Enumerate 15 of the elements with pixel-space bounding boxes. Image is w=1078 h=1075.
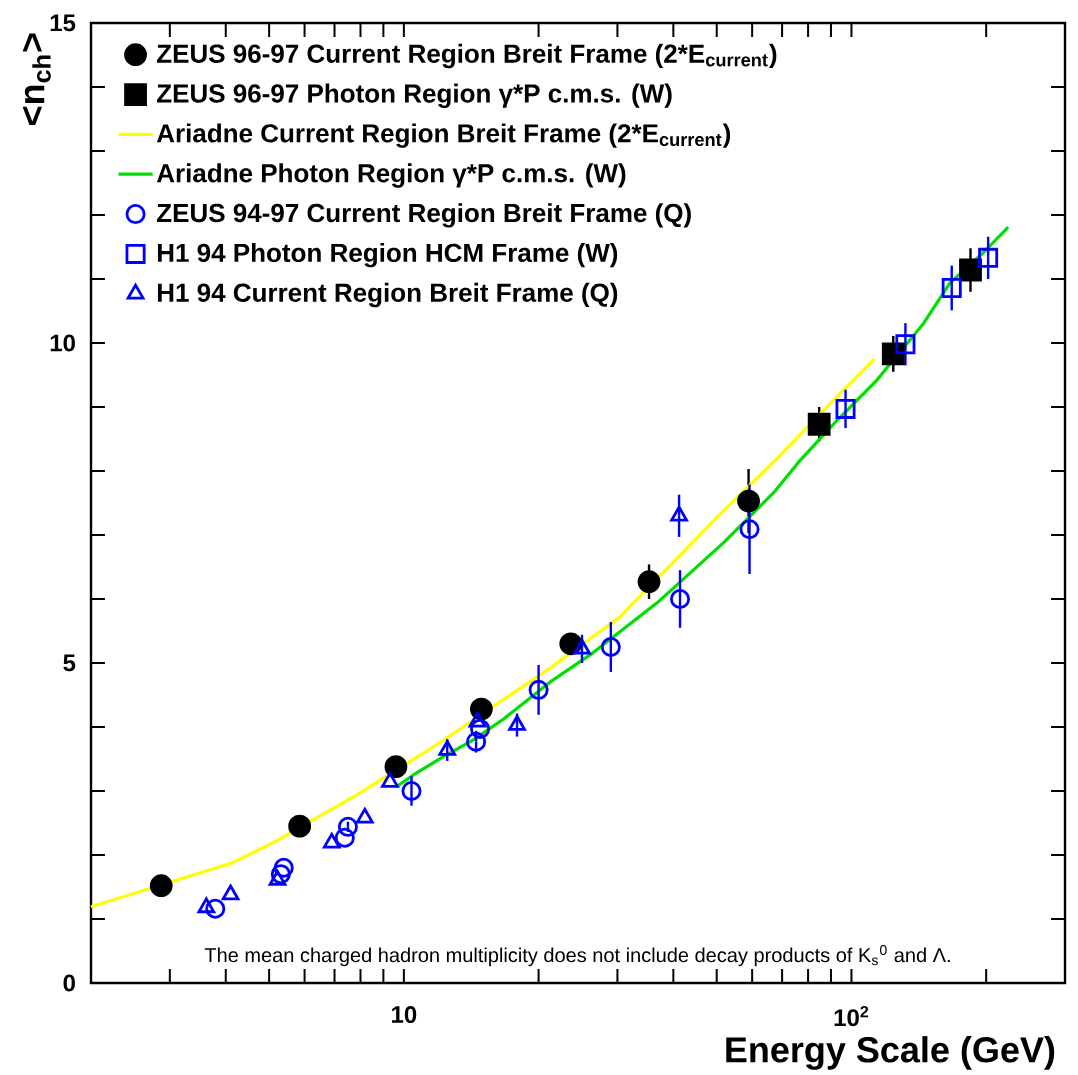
- x-axis-title: Energy Scale (GeV): [726, 1036, 1055, 1070]
- legend-label: ZEUS 96-97 Photon Region γ*P c.m.s. (W): [157, 83, 672, 108]
- legend-label: Ariadne Current Region Breit Frame (2*E$_{current}$): [156, 123, 731, 148]
- annotation: The mean charged hadron multiplicity does not include decay products of K$_{s}$$^{0}$ and Λ.: [204, 945, 950, 967]
- y-tick-label: 0: [63, 974, 75, 992]
- legend-label: ZEUS 94-97 Current Region Breit Frame (Q): [157, 203, 691, 228]
- y-tick-label: 5: [63, 654, 76, 672]
- legend-label: ZEUS 96-97 Current Region Breit Frame (2*E$_{current}$): [157, 43, 777, 69]
- y-axis-title: <n$_{ch}$>: [22, 33, 51, 125]
- y-tick-label: 10: [50, 334, 75, 352]
- legend-label: H1 94 Current Region Breit Frame (Q): [157, 282, 618, 308]
- legend-label: H1 94 Photon Region HCM Frame (W): [157, 242, 618, 268]
- legend-label: Ariadne Photon Region γ*P c.m.s. (W): [156, 163, 626, 188]
- x-tick-label: 10$^{2}$: [834, 1006, 869, 1027]
- y-tick-label: 15: [50, 14, 76, 32]
